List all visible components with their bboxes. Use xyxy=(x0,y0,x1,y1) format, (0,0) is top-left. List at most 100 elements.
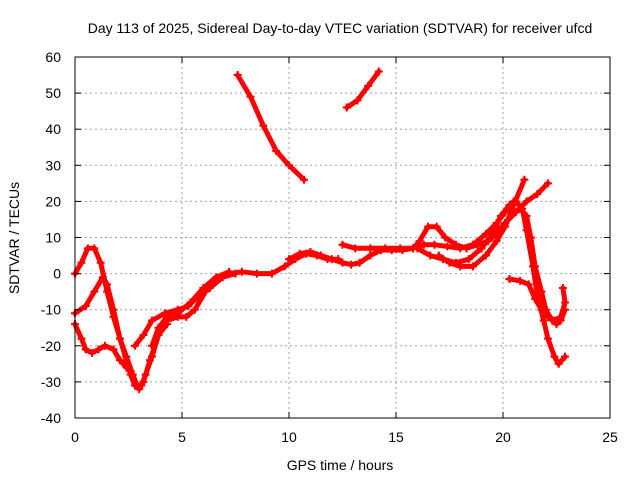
data-point xyxy=(299,175,308,184)
data-point xyxy=(338,240,347,249)
data-point xyxy=(163,312,172,321)
y-tick-label: -10 xyxy=(41,302,61,318)
data-point xyxy=(492,237,501,246)
tick-labels: 0 5 10 15 20 25 -40 -30 -20 -10 0 10 20 30 40 50 60 xyxy=(41,49,618,445)
y-tick-label: 50 xyxy=(45,85,61,101)
chart-title: Day 113 of 2025, Sidereal Day-to-day VTE… xyxy=(88,20,592,36)
data-point xyxy=(366,251,375,260)
data-point xyxy=(77,334,86,343)
data-point xyxy=(81,345,90,354)
y-tick-label: -20 xyxy=(41,338,61,354)
data-point xyxy=(520,175,529,184)
data-point xyxy=(419,240,428,249)
data-point xyxy=(173,309,182,318)
data-point xyxy=(543,179,552,188)
data-point xyxy=(533,190,542,199)
series-group xyxy=(71,67,570,394)
data-point xyxy=(130,341,139,350)
data-point xyxy=(561,298,570,307)
ticks xyxy=(74,56,611,419)
data-point xyxy=(231,269,240,278)
series-line xyxy=(344,68,382,110)
data-point xyxy=(501,219,510,228)
data-point xyxy=(434,251,443,260)
data-point xyxy=(98,273,107,282)
data-point xyxy=(212,273,221,282)
series-arc-7 xyxy=(342,67,383,112)
data-point xyxy=(556,312,565,321)
series-arc-12 xyxy=(490,179,552,238)
data-point xyxy=(528,262,537,271)
series-line xyxy=(235,72,307,183)
data-point xyxy=(122,363,131,372)
data-point xyxy=(190,305,199,314)
data-point xyxy=(522,197,531,206)
x-tick-label: 0 xyxy=(71,429,79,445)
data-point xyxy=(381,244,390,253)
data-point xyxy=(524,280,533,289)
x-tick-label: 25 xyxy=(602,429,618,445)
data-point xyxy=(145,356,154,365)
data-point xyxy=(443,242,452,251)
data-point xyxy=(81,302,90,311)
y-tick-label: 20 xyxy=(45,193,61,209)
data-point xyxy=(186,298,195,307)
data-point xyxy=(259,121,268,130)
series-line xyxy=(491,180,551,237)
data-point xyxy=(182,312,191,321)
data-point xyxy=(561,352,570,361)
data-point xyxy=(490,229,499,238)
data-point xyxy=(355,258,364,267)
data-point xyxy=(539,316,548,325)
data-point xyxy=(464,255,473,264)
data-point xyxy=(135,385,144,394)
data-point xyxy=(103,280,112,289)
grid xyxy=(75,57,610,418)
data-point xyxy=(516,276,525,285)
data-point xyxy=(366,244,375,253)
data-point xyxy=(327,255,336,264)
data-point xyxy=(90,244,99,253)
data-point xyxy=(96,258,105,267)
data-point xyxy=(148,341,157,350)
data-point xyxy=(424,222,433,231)
data-point xyxy=(426,251,435,260)
data-point xyxy=(481,251,490,260)
data-point xyxy=(396,244,405,253)
data-point xyxy=(94,345,103,354)
data-point xyxy=(522,226,531,235)
y-tick-label: 30 xyxy=(45,157,61,173)
data-point xyxy=(139,330,148,339)
data-point xyxy=(285,255,293,264)
data-point xyxy=(115,334,124,343)
data-point xyxy=(342,103,351,112)
data-point xyxy=(77,258,86,267)
data-point xyxy=(554,359,563,368)
data-point xyxy=(306,247,315,256)
data-point xyxy=(199,284,208,293)
data-point xyxy=(317,251,326,260)
data-point xyxy=(550,316,559,325)
data-point xyxy=(477,244,486,253)
series-line xyxy=(436,177,527,269)
data-point xyxy=(109,305,118,314)
data-point xyxy=(351,244,360,253)
series-line xyxy=(72,321,134,374)
data-point xyxy=(432,222,441,231)
x-tick-label: 20 xyxy=(495,429,511,445)
x-tick-label: 5 xyxy=(178,429,186,445)
data-point xyxy=(430,240,439,249)
data-point xyxy=(285,161,293,170)
data-point xyxy=(441,233,450,242)
data-point xyxy=(550,352,559,361)
data-point xyxy=(148,316,157,325)
data-point xyxy=(374,67,383,76)
data-point xyxy=(445,258,454,267)
series-line xyxy=(506,276,568,323)
series-arc-5 xyxy=(148,267,234,350)
data-point xyxy=(531,294,540,303)
data-point xyxy=(295,249,304,258)
data-point xyxy=(233,71,242,80)
y-tick-label: 10 xyxy=(45,230,61,246)
